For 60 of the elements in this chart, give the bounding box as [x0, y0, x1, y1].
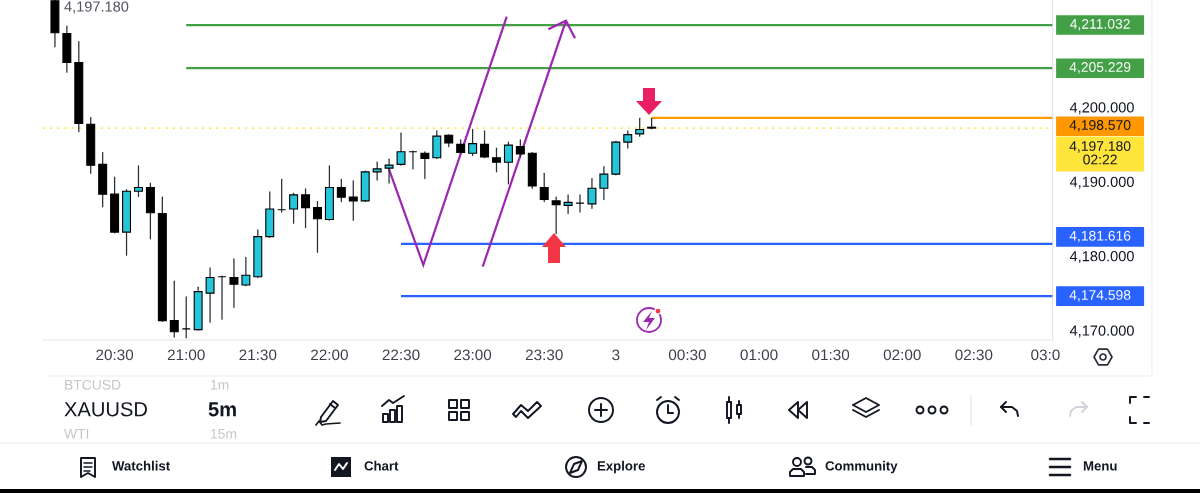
- candlestick: [563, 194, 573, 215]
- candlestick: [301, 188, 311, 229]
- candlestick: [348, 180, 358, 221]
- y-tick-label: 4,200.000: [1069, 102, 1134, 115]
- candlestick: [241, 256, 251, 287]
- candlestick: [491, 147, 501, 173]
- data-label: 4,211.032: [1070, 18, 1130, 31]
- candlestick: [133, 165, 143, 198]
- candlestick: [587, 177, 597, 209]
- data-label: 4,174.598: [1069, 290, 1131, 302]
- text: Chart: [364, 460, 399, 471]
- candlestick: [539, 172, 549, 203]
- candlestick: [205, 267, 215, 323]
- candlestick: [551, 196, 561, 235]
- text: XAUUSD: [64, 402, 147, 417]
- text: WTI: [64, 429, 89, 439]
- x-tick-label: 23:30: [525, 349, 563, 361]
- x-tick-label: 21:30: [239, 349, 277, 361]
- x-tick-label: 23:00: [454, 349, 492, 361]
- data-label: 4,198.570: [1069, 120, 1131, 132]
- data-label: 4,205.229: [1069, 62, 1131, 74]
- text: 1m: [211, 380, 229, 390]
- x-tick-label: 20:30: [96, 349, 134, 361]
- x-tick-label: 22:30: [382, 349, 420, 361]
- candlestick: [468, 128, 478, 157]
- annotation: 4,197.180: [64, 1, 129, 14]
- candlestick: [169, 280, 179, 338]
- candlestick: [336, 178, 346, 203]
- x-tick-label: 01:00: [740, 349, 778, 361]
- y-tick-label: 4,170.000: [1069, 325, 1134, 338]
- data-label: 4,181.616: [1069, 230, 1131, 243]
- candlestick: [229, 258, 239, 308]
- y-tick-label: 4,190.000: [1069, 176, 1134, 189]
- text: BTCUSD: [65, 379, 121, 390]
- text: 15m: [211, 429, 237, 439]
- candlestick: [599, 166, 609, 201]
- y-tick-label: 4,180.000: [1069, 251, 1134, 264]
- x-tick-label: 22:00: [311, 349, 348, 361]
- text: Explore: [597, 460, 645, 474]
- x-tick-label: 01:30: [812, 349, 850, 361]
- candlestick: [396, 132, 406, 166]
- candlestick: [480, 130, 490, 159]
- candlestick: [503, 141, 513, 185]
- ref-line-label: 4,197.180 02:22: [1069, 141, 1131, 165]
- candlestick: [384, 158, 394, 184]
- text: Community: [825, 460, 898, 474]
- x-tick-label: 02:30: [955, 349, 993, 361]
- candlestick: [289, 192, 299, 224]
- candlestick: [312, 200, 322, 253]
- text: Watchlist: [112, 460, 170, 471]
- x-tick-label: 3: [612, 349, 620, 361]
- text: 5m: [208, 402, 236, 417]
- text: Menu: [1083, 461, 1117, 471]
- candlestick: [420, 151, 430, 180]
- x-tick-label: 02:00: [883, 349, 921, 361]
- candlestick: [372, 161, 382, 181]
- x-tick-label: 21:00: [167, 349, 205, 361]
- x-tick-label: 00:30: [668, 349, 706, 361]
- candlestick: [432, 130, 442, 160]
- x-tick-label: 03:0: [1031, 349, 1060, 361]
